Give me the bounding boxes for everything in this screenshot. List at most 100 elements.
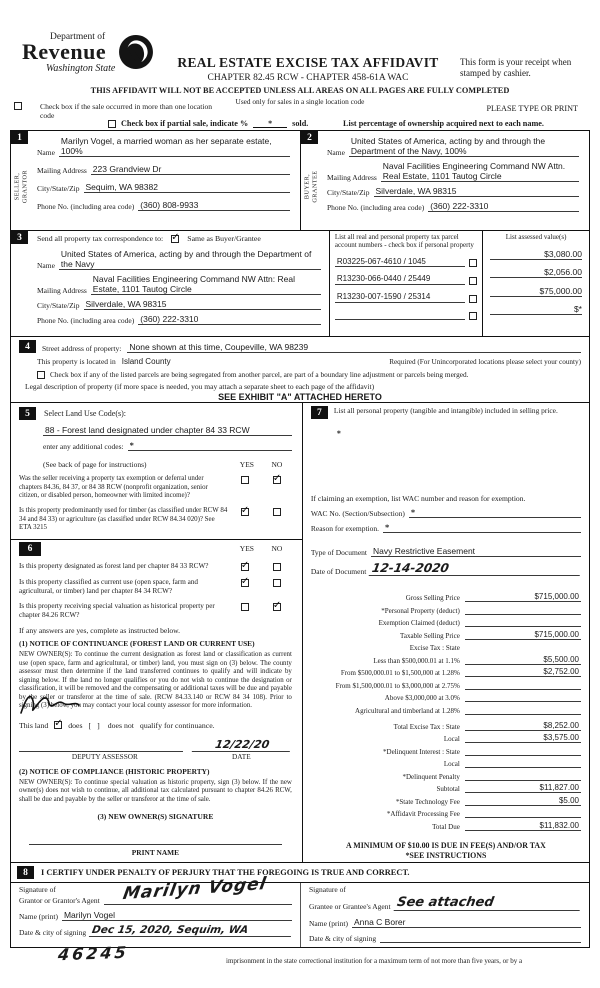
- grantor-date-field[interactable]: Dec 15, 2020, Sequim, WA: [88, 924, 294, 937]
- buyer-city-field[interactable]: Silverdale, WA 98315: [373, 186, 579, 197]
- forest-no-checkbox[interactable]: [272, 562, 281, 571]
- personal-property-value[interactable]: *: [336, 429, 341, 438]
- grantor-role-label: Grantor or Grantor's Agent: [19, 896, 100, 905]
- qualify-suffix-label: qualify for continuance.: [139, 720, 215, 730]
- grantee-signature-field[interactable]: See attached: [393, 895, 583, 911]
- current-use-no-checkbox[interactable]: [272, 578, 281, 587]
- buyer-name-field[interactable]: United States of America, acting by and …: [348, 136, 579, 157]
- parcel-personal-checkbox[interactable]: [469, 276, 478, 285]
- instructions-note: (See back of page for instructions): [43, 460, 147, 469]
- tax-row-value[interactable]: $11,827.00: [464, 783, 581, 793]
- deputy-signature-line[interactable]: [19, 742, 184, 752]
- tax-row-label: Total Due: [432, 822, 460, 831]
- historic-no-checkbox[interactable]: [272, 600, 281, 612]
- grantor-name-print-field[interactable]: Marilyn Vogel: [61, 910, 292, 921]
- tax-row-value[interactable]: $8,252.00: [464, 721, 581, 731]
- buyer-mailing-field[interactable]: Naval Facilities Engineering Command NW …: [380, 161, 579, 182]
- land-use-code-field[interactable]: 88 - Forest land designated under chapte…: [43, 425, 292, 436]
- parcel-number-field[interactable]: [334, 310, 466, 320]
- segregated-label: Check box if any of the listed parcels a…: [50, 370, 469, 379]
- parcel-personal-checkbox[interactable]: [469, 294, 478, 303]
- multi-location-label: Check box if the sale occurred in more t…: [40, 102, 213, 121]
- assessed-value-field[interactable]: $3,080.00: [490, 249, 582, 260]
- multi-location-checkbox[interactable]: [14, 102, 22, 110]
- tax-row-value[interactable]: [464, 692, 581, 702]
- corr-city-field[interactable]: Silverdale, WA 98315: [83, 299, 321, 310]
- seller-mailing-field[interactable]: 223 Grandview Dr: [90, 164, 290, 175]
- tax-row-value[interactable]: $715,000.00: [464, 592, 581, 602]
- tax-row-label: Excise Tax : State: [409, 644, 460, 652]
- exemption-yes-checkbox[interactable]: [240, 476, 249, 484]
- tax-row-value[interactable]: $11,832.00: [464, 821, 581, 831]
- tax-row-value[interactable]: [464, 746, 581, 756]
- wac-field[interactable]: *: [408, 507, 581, 518]
- current-use-yes-checkbox[interactable]: [240, 576, 249, 588]
- document-type-label: Type of Document: [310, 548, 368, 557]
- acceptance-notice: THIS AFFIDAVIT WILL NOT BE ACCEPTED UNLE…: [90, 86, 510, 95]
- timber-no-checkbox[interactable]: [272, 507, 281, 516]
- reason-label: Reason for exemption.: [310, 524, 379, 533]
- partial-percent-field[interactable]: *: [253, 120, 288, 128]
- located-in-label: This property is located in: [37, 357, 116, 366]
- grantor-signature-line[interactable]: [103, 895, 292, 905]
- form-chapter: CHAPTER 82.45 RCW - CHAPTER 458-61A WAC: [207, 73, 409, 83]
- timber-yes-checkbox[interactable]: [240, 505, 249, 517]
- tax-row-value[interactable]: $715,000.00: [464, 630, 581, 640]
- buyer-phone-field[interactable]: (360) 222-3310: [428, 201, 579, 212]
- tax-row-value[interactable]: $2,752.00: [464, 667, 581, 677]
- tax-row-label: *Delinquent Penalty: [402, 772, 460, 781]
- seller-phone-field[interactable]: (360) 808-9933: [138, 200, 290, 211]
- county-field[interactable]: Island County: [121, 357, 171, 366]
- segregated-checkbox[interactable]: [37, 370, 45, 379]
- tax-row-value[interactable]: [464, 808, 581, 818]
- seller-mailing-label: Mailing Address: [37, 166, 87, 175]
- tax-row-value[interactable]: [464, 705, 581, 715]
- grantee-date-field[interactable]: [380, 933, 581, 943]
- parcel-personal-checkbox[interactable]: [469, 311, 478, 320]
- grantor-signature-block: Signature of Grantor or Grantor's Agent …: [11, 874, 300, 947]
- tax-row-value[interactable]: [464, 617, 581, 627]
- historic-yes-checkbox[interactable]: [240, 602, 249, 611]
- tax-row-value[interactable]: [464, 605, 581, 615]
- same-as-buyer-checkbox[interactable]: [171, 232, 180, 243]
- tax-row-value[interactable]: [464, 680, 581, 690]
- grantee-role-label: Grantee or Grantee's Agent: [309, 902, 391, 911]
- corr-name-field[interactable]: United States of America, acting by and …: [58, 249, 321, 270]
- additional-codes-field[interactable]: *: [127, 440, 292, 451]
- does-qualify-checkbox[interactable]: [54, 718, 63, 730]
- assessed-value-field[interactable]: $*: [490, 304, 582, 315]
- parcel-personal-checkbox[interactable]: [469, 259, 478, 268]
- correspondence-intro: Send all property tax correspondence to:: [37, 234, 164, 243]
- continuance-date-field[interactable]: 12/22/20: [192, 737, 294, 752]
- tax-row-value[interactable]: $3,575.00: [464, 733, 581, 743]
- assessed-value-field[interactable]: $75,000.00: [490, 286, 582, 297]
- parcel-number-field[interactable]: R03225-067-4610 / 1045: [334, 257, 466, 268]
- street-address-field[interactable]: None shown at this time, Coupeville, WA …: [127, 342, 581, 353]
- personal-property-title: List all personal property (tangible and…: [333, 406, 558, 415]
- tax-row-value[interactable]: [464, 758, 581, 768]
- yes-column-header: YES: [239, 460, 254, 469]
- new-owner-signature-line[interactable]: [29, 835, 282, 845]
- corr-phone-field[interactable]: (360) 222-3310: [138, 314, 321, 325]
- corr-mailing-field[interactable]: Naval Facilities Engineering Command NW …: [90, 274, 321, 295]
- tax-row-value[interactable]: $5,500.00: [464, 655, 581, 665]
- seller-city-field[interactable]: Sequim, WA 98382: [83, 182, 290, 193]
- forest-yes-checkbox[interactable]: [240, 560, 249, 572]
- reason-field[interactable]: *: [382, 522, 581, 533]
- signature-of-label: Signature of: [19, 885, 56, 894]
- tax-row-value[interactable]: [464, 771, 581, 781]
- parcel-number-field[interactable]: R13230-007-1590 / 25314: [334, 292, 466, 303]
- document-date-field[interactable]: 12-14-2020: [368, 561, 583, 576]
- assessed-value-field[interactable]: $2,056.00: [490, 267, 582, 278]
- parcel-section: List all real and personal property tax …: [328, 231, 589, 336]
- document-type-field[interactable]: Navy Restrictive Easement: [371, 546, 581, 557]
- legal-description-value: SEE EXHIBIT "A" ATTACHED HERETO: [218, 392, 382, 402]
- exemption-no-checkbox[interactable]: [272, 473, 281, 486]
- tax-row-value[interactable]: $5.00: [464, 796, 581, 806]
- parcel-number-field[interactable]: R13230-066-0440 / 25449: [334, 274, 466, 285]
- grantee-name-print-field[interactable]: Anna C Borer: [351, 917, 581, 928]
- partial-sale-checkbox[interactable]: [108, 120, 116, 128]
- signature-of-label: Signature of: [309, 885, 346, 894]
- additional-codes-label: enter any additional codes:: [43, 442, 124, 451]
- seller-name-field[interactable]: Marilyn Vogel, a married woman as her se…: [58, 136, 290, 157]
